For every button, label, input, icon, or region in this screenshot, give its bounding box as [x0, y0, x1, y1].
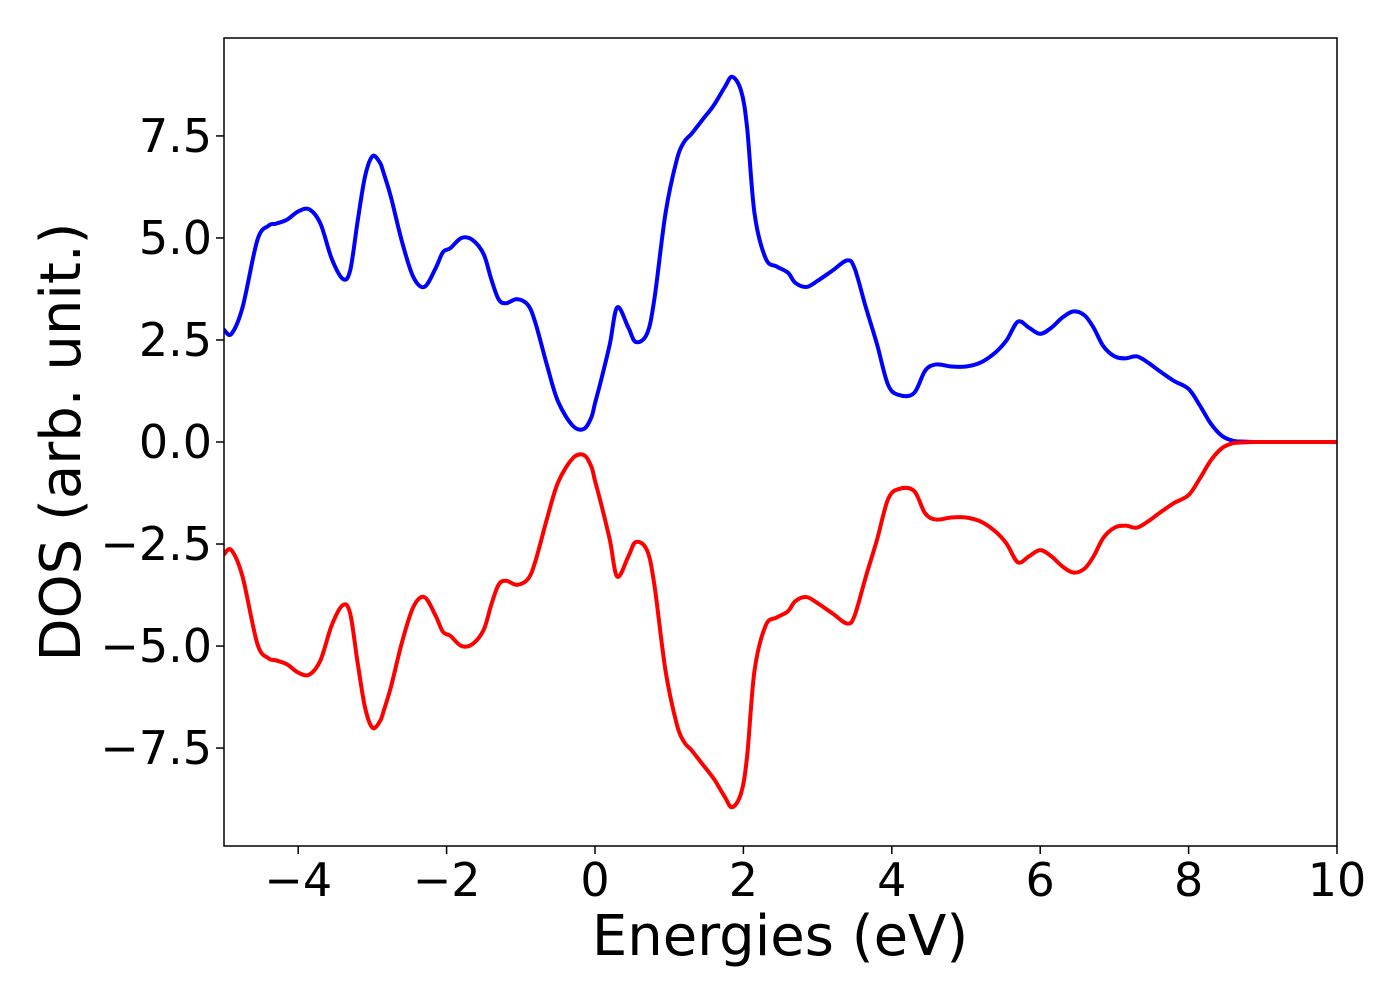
x-tick-label: 10 [1308, 853, 1367, 907]
series-line-1 [224, 74, 1337, 445]
x-tick-label: −2 [413, 853, 481, 907]
y-tick-label: 7.5 [139, 109, 212, 163]
y-tick-label: −5.0 [100, 619, 212, 673]
series-layer [224, 74, 1337, 810]
y-tick-label: 5.0 [139, 211, 212, 265]
x-tick-label: 8 [1174, 853, 1203, 907]
series-line-2 [224, 439, 1337, 810]
y-axis-label: DOS (arb. unit.) [29, 222, 94, 661]
x-axis-ticks: −4 −2 0 2 4 6 8 10 [264, 846, 1366, 907]
x-tick-label: 4 [877, 853, 906, 907]
x-tick-label: 6 [1026, 853, 1055, 907]
y-tick-label: 0.0 [139, 415, 212, 469]
plot-background [224, 38, 1337, 846]
x-tick-label: −4 [264, 853, 332, 907]
x-tick-label: 0 [580, 853, 609, 907]
y-tick-label: 2.5 [139, 313, 212, 367]
y-axis-ticks: 7.5 5.0 2.5 0.0 −2.5 −5.0 −7.5 [100, 109, 224, 775]
x-tick-label: 2 [729, 853, 758, 907]
x-axis-label: Energies (eV) [592, 904, 968, 969]
y-tick-label: −7.5 [100, 721, 212, 775]
y-tick-label: −2.5 [100, 517, 212, 571]
